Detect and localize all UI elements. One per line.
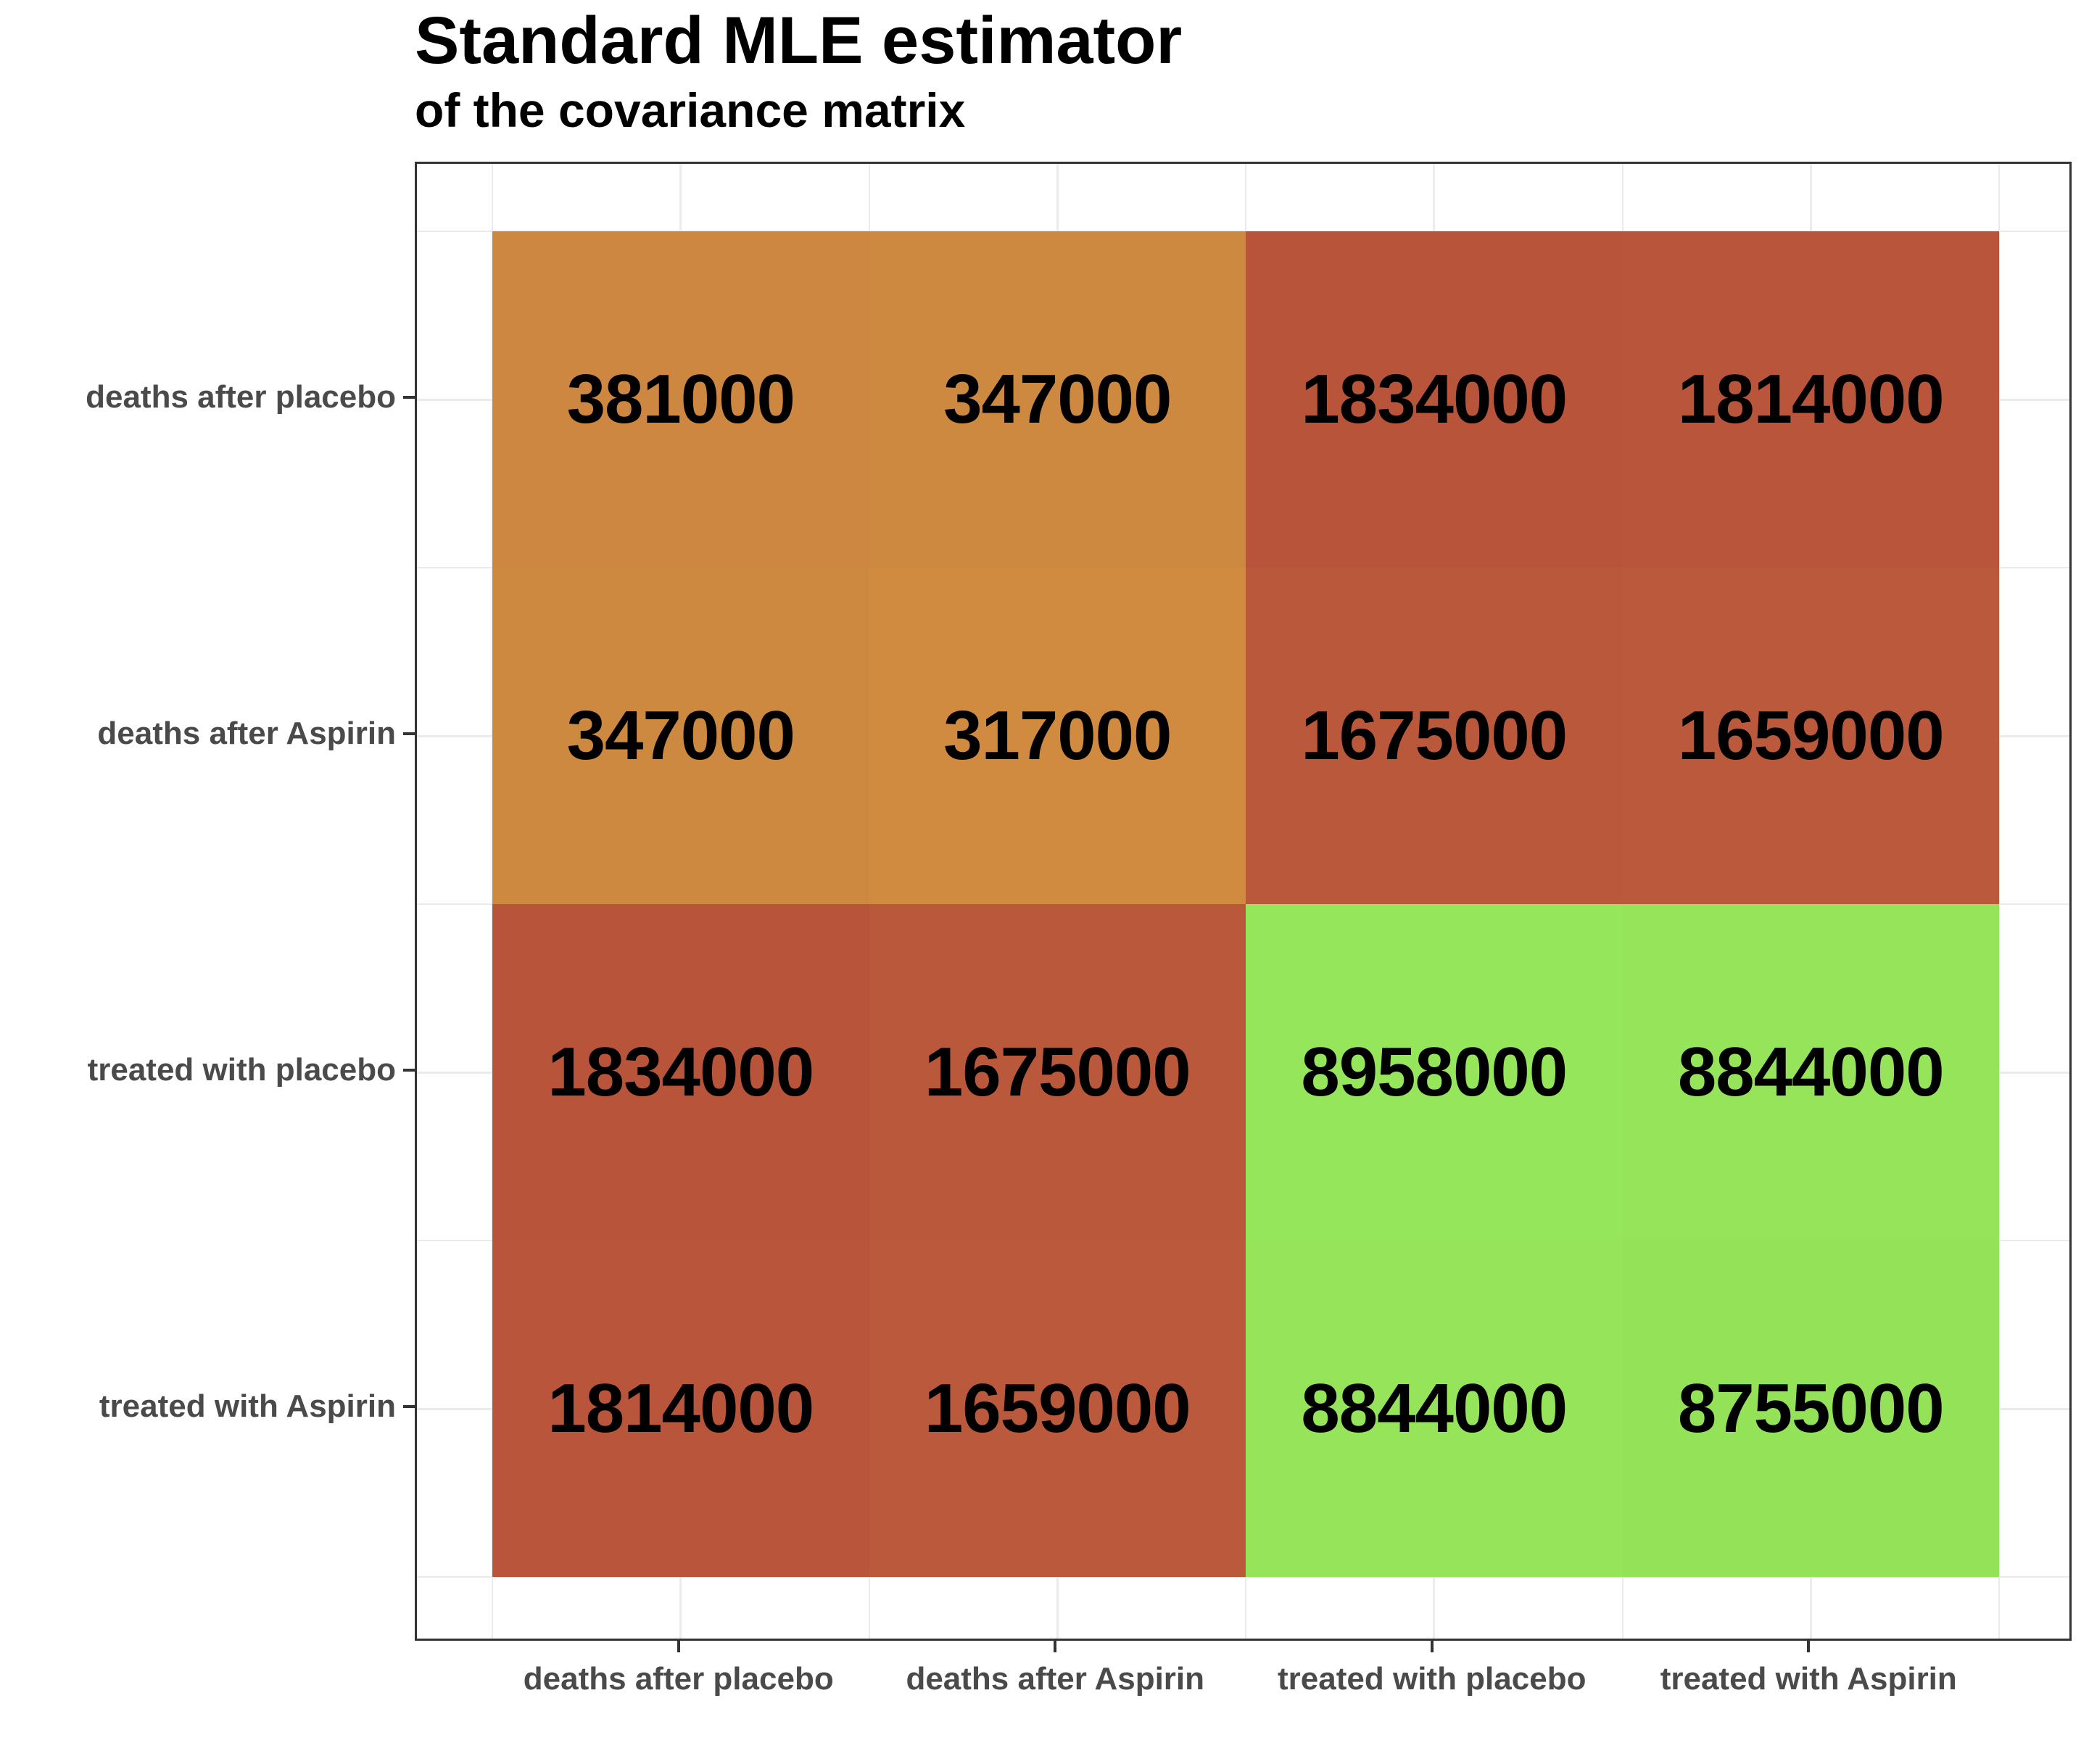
- heatmap-panel: 381000 347000 1834000 1814000 347000 317000 16…: [415, 162, 2072, 1641]
- heatmap-cell: 1675000: [869, 904, 1246, 1241]
- heatmap-cell: 381000: [492, 231, 869, 568]
- x-axis-label: treated with placebo: [1278, 1661, 1587, 1697]
- heatmap-cell: 317000: [869, 568, 1246, 904]
- plot-title: Standard MLE estimator: [415, 4, 1183, 78]
- heatmap-cell: 8844000: [1622, 904, 1999, 1241]
- axis-tick: [403, 396, 415, 399]
- heatmap-cell: 1814000: [492, 1241, 869, 1577]
- x-axis-label: deaths after Aspirin: [906, 1661, 1205, 1697]
- gridline-minor: [417, 1576, 2069, 1578]
- x-axis-label: deaths after placebo: [523, 1661, 834, 1697]
- heatmap-tiles: 381000 347000 1834000 1814000 347000 317000 16…: [492, 231, 1999, 1577]
- heatmap-cell: 1834000: [492, 904, 869, 1241]
- heatmap-cell: 1659000: [1622, 568, 1999, 904]
- heatmap-cell: 8958000: [1246, 904, 1623, 1241]
- heatmap-cell: 1659000: [869, 1241, 1246, 1577]
- y-axis-label: deaths after Aspirin: [97, 716, 396, 751]
- heatmap-cell: 1834000: [1246, 231, 1623, 568]
- axis-tick: [1807, 1640, 1811, 1652]
- heatmap-cell: 8755000: [1622, 1241, 1999, 1577]
- axis-tick: [403, 1069, 415, 1072]
- axis-tick: [403, 1405, 415, 1408]
- heatmap-cell: 8844000: [1246, 1241, 1623, 1577]
- x-axis-label: treated with Aspirin: [1660, 1661, 1957, 1697]
- heatmap-cell: 1675000: [1246, 568, 1623, 904]
- axis-tick: [677, 1640, 680, 1652]
- y-axis-label: treated with placebo: [87, 1052, 396, 1088]
- y-axis-label: deaths after placebo: [86, 379, 396, 415]
- gridline-minor: [1998, 164, 2000, 1639]
- axis-tick: [1430, 1640, 1434, 1652]
- heatmap-cell: 1814000: [1622, 231, 1999, 568]
- heatmap-cell: 347000: [869, 231, 1246, 568]
- heatmap-cell: 347000: [492, 568, 869, 904]
- plot-subtitle: of the covariance matrix: [415, 83, 966, 137]
- axis-tick: [403, 732, 415, 735]
- y-axis-label: treated with Aspirin: [99, 1388, 396, 1424]
- axis-tick: [1054, 1640, 1057, 1652]
